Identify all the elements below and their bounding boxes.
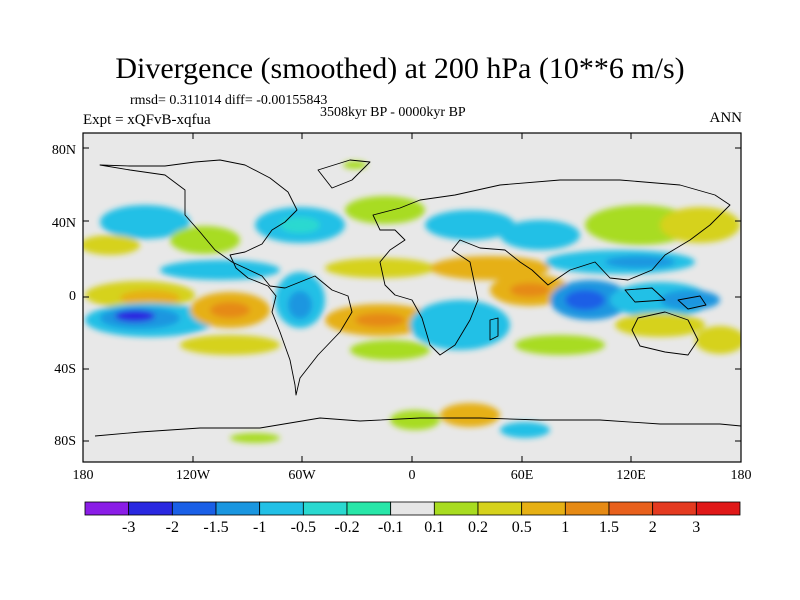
coastline-greenland (317, 159, 371, 189)
lon-tick-label: 60E (510, 468, 534, 483)
coastlines (94, 159, 741, 437)
lon-tick-label: 60W (288, 468, 316, 483)
colorbar-label: -1.5 (203, 519, 229, 536)
period-label: 3508kyr BP - 0000kyr BP (320, 105, 466, 120)
field-blob (410, 300, 510, 350)
colorbar-label: 0.5 (511, 519, 532, 536)
colorbar-swatch (608, 501, 654, 516)
field-blob (510, 283, 550, 297)
colorbar-swatch (652, 501, 697, 516)
coastline-australia (631, 311, 699, 356)
colorbar-label: -0.2 (334, 519, 360, 536)
field-blob (500, 422, 550, 438)
colorbar-label: 1.5 (599, 519, 619, 536)
colorbar-label: 3 (692, 519, 701, 536)
colorbar-swatch (302, 501, 348, 516)
divergence-field (83, 133, 741, 462)
field-blob (288, 291, 312, 319)
field-blob (120, 290, 180, 306)
field-blob (100, 205, 190, 239)
field-blob (425, 210, 515, 240)
lat-tick-label: 40S (54, 362, 76, 377)
colorbar-swatch (390, 501, 435, 516)
field-blob (440, 403, 500, 427)
lon-tick-label: 120W (175, 468, 211, 483)
field-blob (355, 313, 405, 327)
colorbar-label: 2 (648, 519, 657, 536)
colorbar-swatch (564, 501, 610, 516)
lon-tick-label: 120E (616, 468, 646, 483)
field-blob (280, 217, 320, 233)
season-label: ANN (709, 110, 743, 126)
field-blob (345, 196, 425, 224)
field-blob (565, 290, 605, 310)
colorbar-swatch (171, 501, 217, 516)
colorbar-swatch (346, 501, 392, 516)
colorbar (84, 501, 741, 516)
colorbar-swatch (215, 501, 261, 516)
colorbar-swatch (433, 501, 479, 516)
coastline-eurafrasia (372, 179, 731, 356)
lon-tick-label: 0 (408, 468, 416, 483)
lon-tick-label: 180 (730, 468, 752, 483)
colorbar-label: -0.5 (290, 519, 316, 536)
coastline-borneo (624, 287, 666, 303)
coastline-new-guinea (677, 295, 707, 310)
field-blob (210, 302, 250, 318)
colorbar-swatch (477, 501, 523, 516)
coastline-madagascar (489, 317, 499, 341)
lon-tick-label: 180 (72, 468, 94, 483)
colorbar-label: -2 (165, 519, 179, 536)
colorbar-label: -1 (253, 519, 267, 536)
field-blob (230, 433, 280, 443)
lat-tick-label: 0 (69, 289, 76, 304)
colorbar-swatch (521, 501, 566, 516)
field-blob (660, 207, 740, 243)
lat-tick-label: 80N (51, 143, 76, 158)
map-title: Divergence (smoothed) at 200 hPa (10**6 … (115, 52, 685, 85)
field-blob (605, 256, 675, 268)
field-blob (160, 260, 280, 280)
experiment-label: Expt = xQFvB-xqfua (83, 112, 211, 128)
field-blob (83, 235, 140, 255)
field-blob (615, 313, 705, 337)
field-blob (350, 340, 430, 360)
field-blob (170, 226, 240, 254)
field-blob (180, 335, 280, 355)
field-blob (500, 220, 580, 250)
stats-label: rmsd= 0.311014 diff= -0.00155843 (130, 93, 328, 108)
colorbar-swatch (84, 501, 130, 516)
colorbar-label: 0.1 (424, 519, 445, 536)
colorbar-label: 1 (561, 519, 570, 536)
colorbar-label: -3 (122, 519, 136, 536)
axis-ticks (82, 133, 742, 462)
colorbar-label: 0.2 (468, 519, 488, 536)
field-blob (660, 290, 720, 310)
colorbar-swatch (259, 501, 304, 516)
coastline-americas (99, 159, 353, 396)
lat-tick-label: 80S (54, 434, 76, 449)
field-blob (325, 258, 435, 278)
colorbar-swatch (128, 501, 173, 516)
field-blob (343, 161, 367, 169)
lat-tick-label: 40N (51, 216, 76, 231)
colorbar-label: -0.1 (378, 519, 404, 536)
coastline-antarctica (94, 417, 741, 437)
colorbar-swatch (695, 501, 741, 516)
field-blob (695, 326, 741, 354)
field-blob (515, 335, 605, 355)
field-blob (390, 410, 440, 430)
field-blob (115, 310, 155, 322)
